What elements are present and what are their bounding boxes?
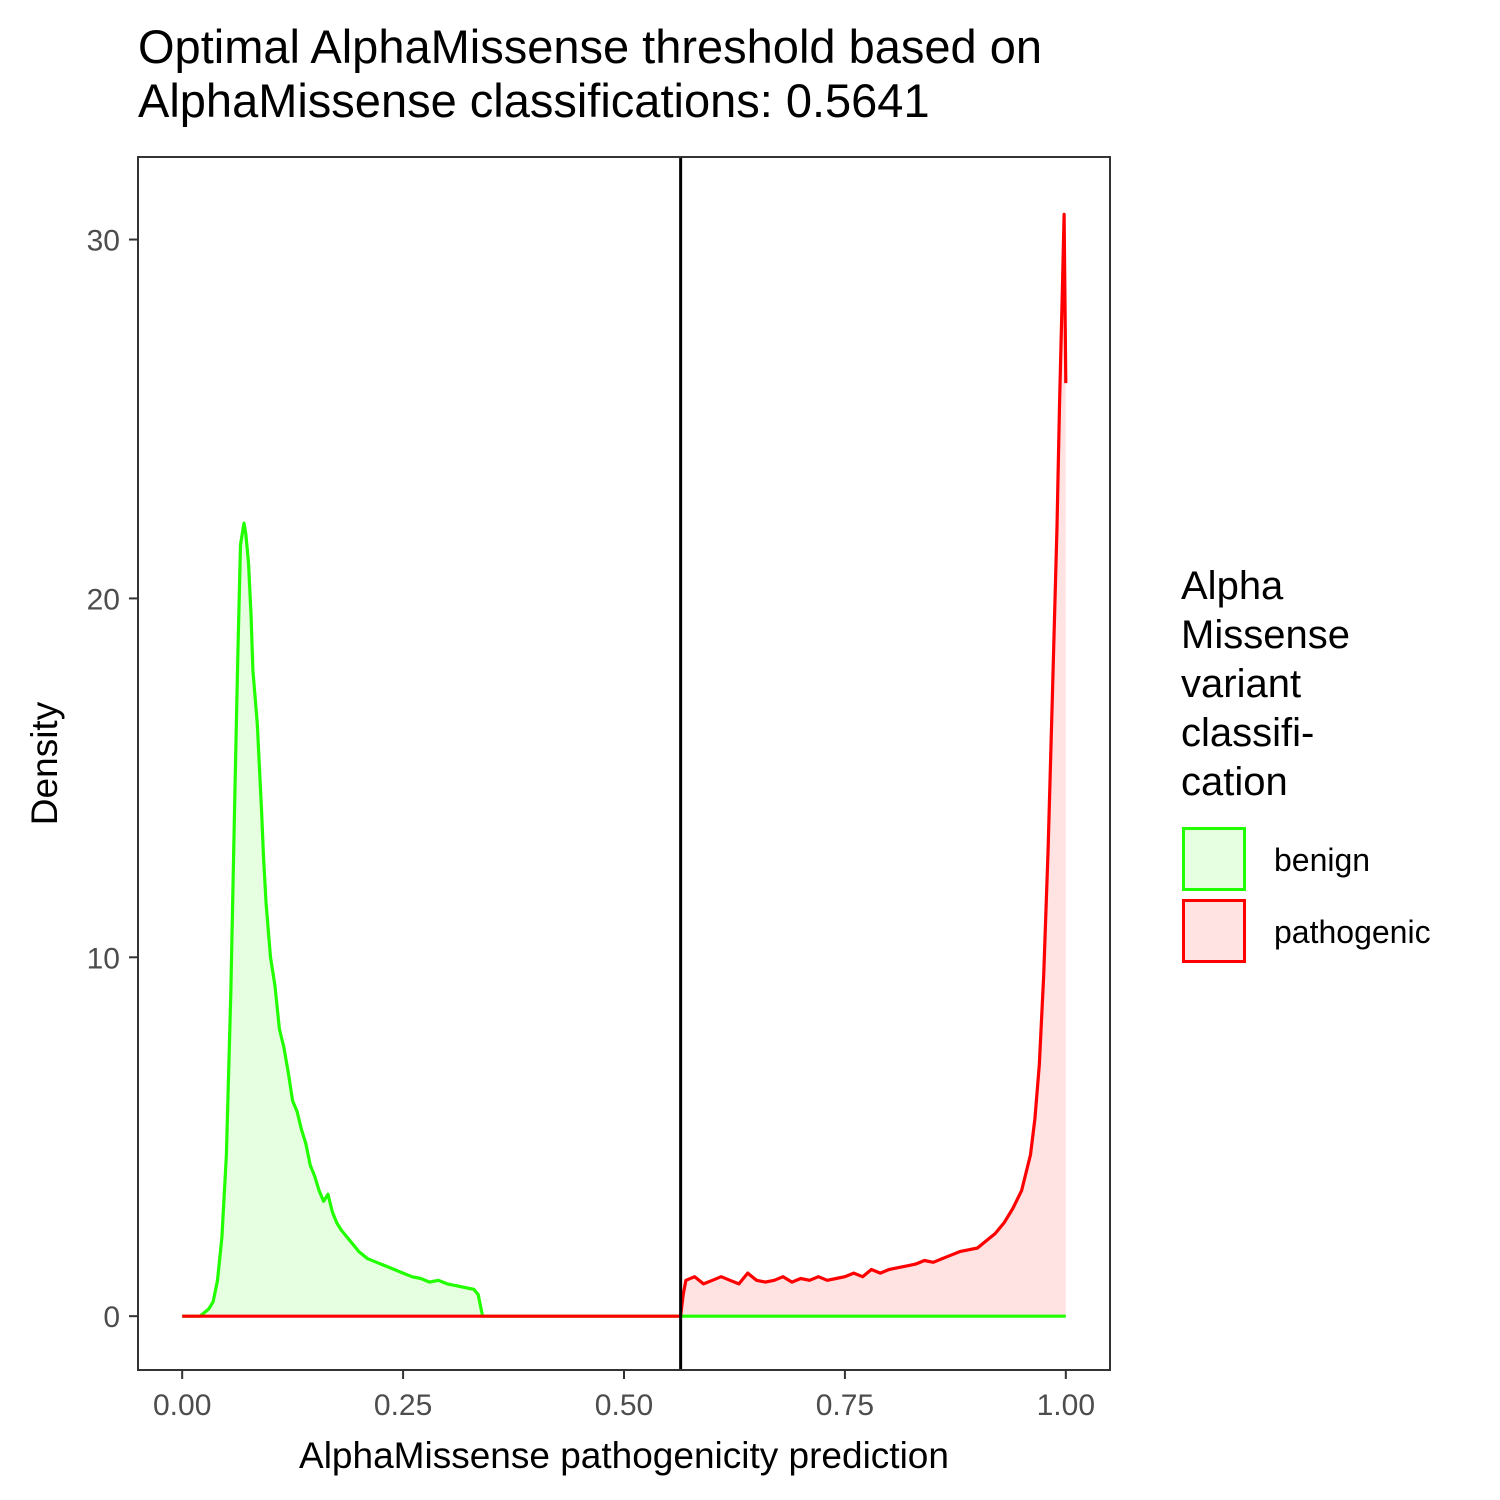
y-tick-label: 0	[103, 1301, 120, 1334]
x-tick-label: 1.00	[1037, 1389, 1095, 1422]
legend-label-benign: benign	[1274, 842, 1371, 878]
y-axis-label: Density	[24, 701, 65, 825]
series-fill-pathogenic	[182, 214, 1066, 1317]
legend-key-benign	[1182, 827, 1246, 891]
series-line-pathogenic	[182, 212, 1068, 1318]
x-axis-label: AlphaMissense pathogenicity prediction	[299, 1435, 949, 1476]
y-tick-label: 20	[87, 583, 120, 616]
series-line-benign	[182, 521, 1066, 1318]
series-fill-benign	[182, 523, 1066, 1317]
x-tick-label: 0.00	[153, 1389, 211, 1422]
chart-title: Optimal AlphaMissense threshold based on…	[138, 20, 1042, 127]
y-tick-label: 10	[87, 942, 120, 975]
y-tick-label: 30	[87, 225, 120, 258]
x-tick-label: 0.75	[816, 1389, 874, 1422]
plot-area	[182, 157, 1068, 1370]
legend-title: Alpha Missense variant classifi- cation	[1181, 564, 1350, 804]
legend-key-pathogenic	[1182, 899, 1246, 963]
x-tick-label: 0.25	[374, 1389, 432, 1422]
axes: 0.00 0.25 0.50 0.75 1.00 0 10 20 30 AlphaMissense…	[24, 156, 1111, 1476]
legend-label-pathogenic: pathogenic	[1274, 914, 1431, 950]
x-tick-label: 0.50	[595, 1389, 653, 1422]
